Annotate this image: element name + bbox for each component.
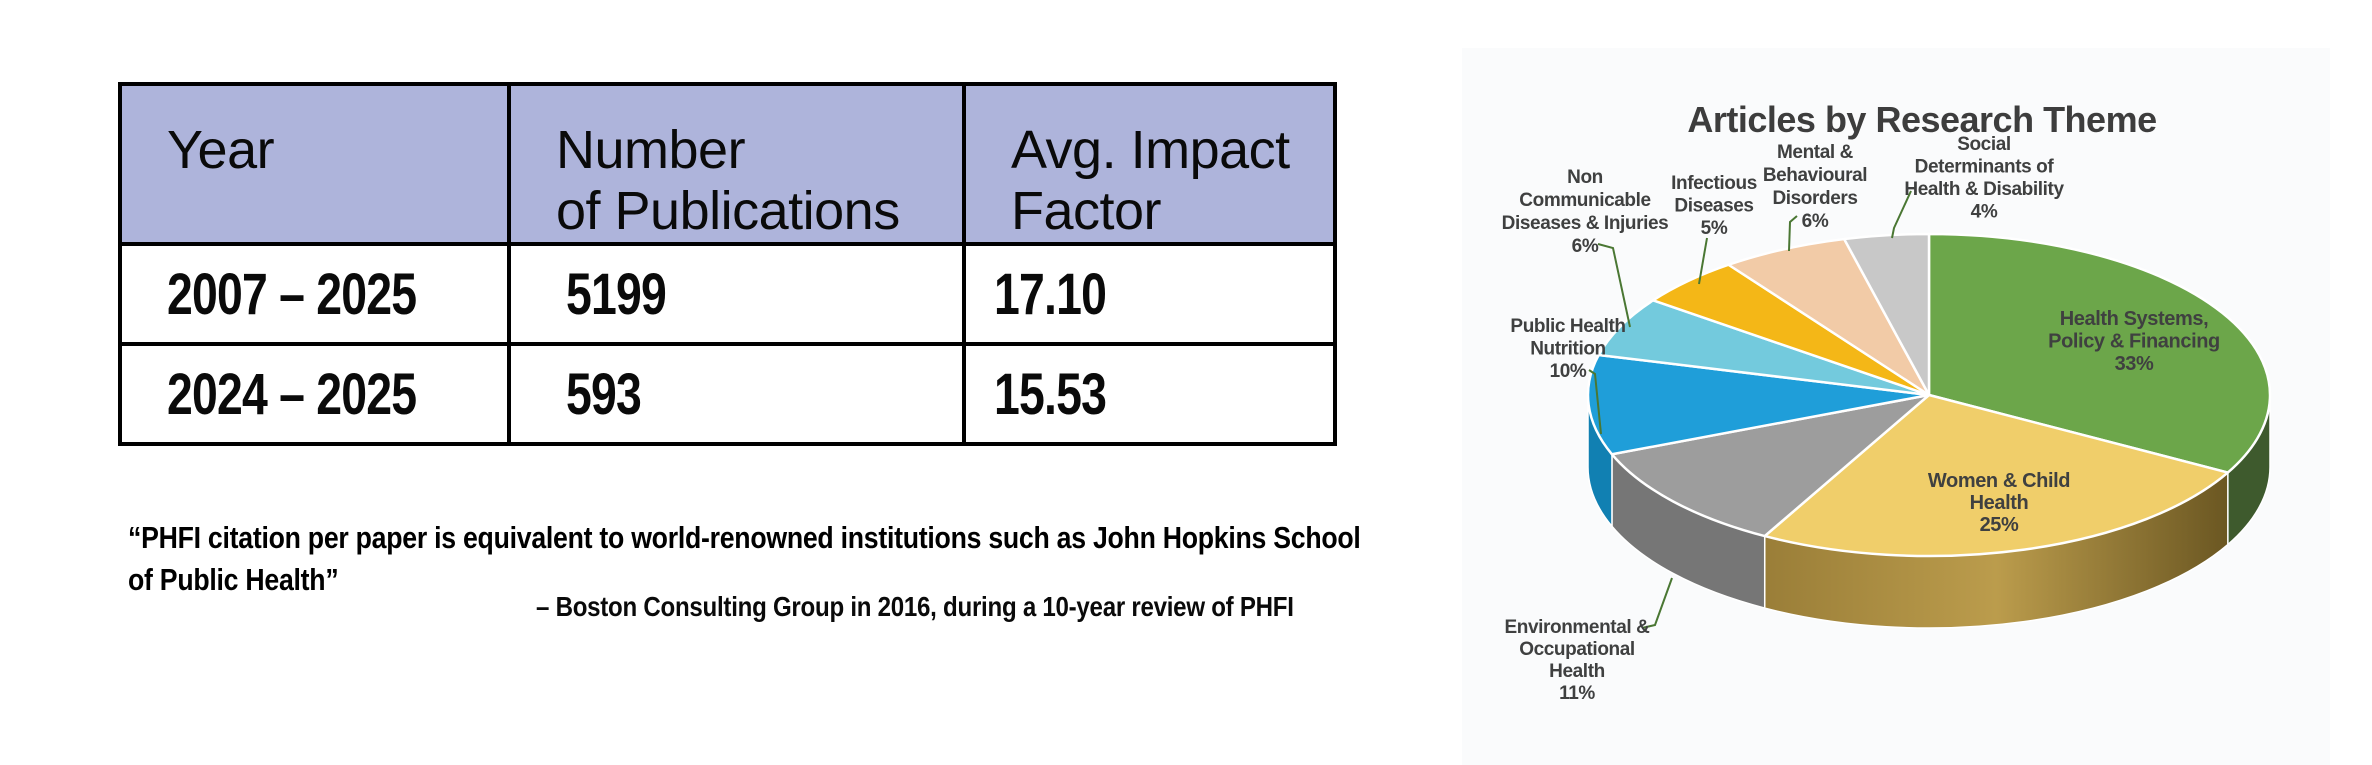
pie-label-women-child: Women & Child Health 25% (1928, 470, 2070, 536)
pie-label-environmental: Environmental & Occupational Health 11% (1505, 617, 1651, 704)
impact-factor-value: 17.10 (994, 261, 1107, 327)
pie-leader-social-determinants (1891, 190, 1912, 239)
table-row: 2007 – 2025 5199 17.10 (118, 242, 1337, 347)
pie-slice-health-systems (1927, 232, 2272, 474)
publications-value: 5199 (566, 261, 667, 327)
col-header-year: Year (118, 81, 511, 247)
cell-impact-1: 17.10 (962, 242, 1337, 347)
cell-year-range-2: 2024 – 2025 (118, 342, 511, 447)
cell-year-range-1: 2007 – 2025 (118, 242, 511, 347)
table-header-row: Year Number of Publications Avg. Impact … (118, 81, 1337, 247)
pie-slice-mental (1727, 237, 1931, 397)
cell-impact-2: 15.53 (962, 342, 1337, 447)
pie-label-infectious: Infectious Diseases 5% (1671, 173, 1757, 239)
pie-label-public-health-nutrition: Public Health Nutrition 10% (1510, 316, 1625, 382)
pie-label-non-communicable: Non Communicable Diseases & Injuries 6% (1502, 167, 1669, 257)
pie-slice-women-child (1763, 393, 2230, 558)
pie-slice-social-determinants (1842, 232, 1931, 397)
pie-slice-public-health-nutrition (1586, 353, 1931, 456)
year-range-value: 2024 – 2025 (167, 361, 417, 427)
pie-label-social-determinants: Social Determinants of Health & Disability… (1904, 134, 2064, 223)
pie-leader-public-health-nutrition (1588, 369, 1602, 435)
publications-table: Year Number of Publications Avg. Impact … (118, 81, 1337, 447)
quote-attribution: – Boston Consulting Group in 2016, durin… (536, 591, 1294, 622)
col-header-impact-factor: Avg. Impact Factor (962, 81, 1337, 247)
articles-by-theme-pie-chart: Health Systems, Policy & Financing 33% Wome… (1502, 99, 2272, 704)
pie-leader-non-communicable (1597, 243, 1631, 328)
pie-label-health-systems: Health Systems, Policy & Financing 33% (2048, 308, 2220, 375)
pie-leader-environmental (1641, 577, 1673, 629)
pie-slice-non-communicable (1597, 299, 1931, 397)
chart-panel: Health Systems, Policy & Financing 33% Wome… (1462, 48, 2330, 765)
table-row: 2024 – 2025 593 15.53 (118, 342, 1337, 447)
cell-publications-2: 593 (507, 342, 966, 447)
col-header-publications: Number of Publications (507, 81, 966, 247)
publications-value: 593 (566, 361, 642, 427)
pie-leader-mental (1788, 215, 1798, 252)
chart-title: Articles by Research Theme (1687, 99, 2156, 140)
cell-publications-1: 5199 (507, 242, 966, 347)
pie-label-mental: Mental & Behavioural Disorders 6% (1763, 142, 1867, 232)
quote-text: “PHFI citation per paper is equivalent t… (128, 520, 1361, 597)
year-range-value: 2007 – 2025 (167, 261, 417, 327)
impact-factor-value: 15.53 (994, 361, 1107, 427)
pie-slice-environmental (1610, 393, 1931, 538)
pie-leader-infectious (1698, 237, 1708, 285)
